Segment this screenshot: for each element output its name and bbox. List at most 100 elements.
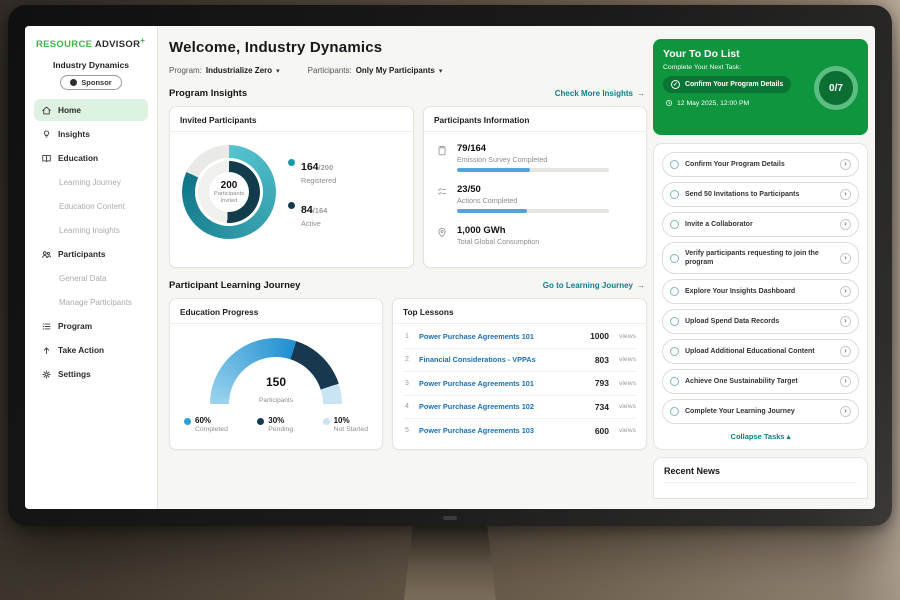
sidebar-item-manage-participants[interactable]: Manage Participants xyxy=(34,291,148,313)
legend-value: 60% xyxy=(195,416,212,425)
lesson-link[interactable]: Financial Considerations - VPPAs xyxy=(419,355,536,365)
task-checkbox[interactable] xyxy=(670,160,679,169)
participants-value: Only My Participants xyxy=(355,66,435,75)
sidebar-item-settings[interactable]: Settings xyxy=(34,363,148,385)
task-checkbox[interactable] xyxy=(670,347,679,357)
sidebar-item-label: General Data xyxy=(59,273,107,283)
sidebar-item-label: Learning Insights xyxy=(59,225,120,235)
legend-dot-registered xyxy=(288,158,295,166)
main-content: Welcome, Industry Dynamics Program: Indu… xyxy=(158,26,653,509)
metric-value: 23/50 xyxy=(457,184,481,195)
sidebar-item-label: Learning Journey xyxy=(59,177,121,187)
task-checkbox[interactable] xyxy=(670,377,679,387)
dashboard-screen: RESOURCE ADVISOR+ Industry Dynamics Spon… xyxy=(25,26,875,509)
go-to-learning-journey-link[interactable]: Go to Learning Journey → xyxy=(543,281,645,290)
collapse-tasks-link[interactable]: Collapse Tasks ▴ xyxy=(662,429,859,446)
todo-task[interactable]: Upload Spend Data Records › xyxy=(662,309,859,335)
todo-task[interactable]: Complete Your Learning Journey › xyxy=(662,399,859,425)
task-checkbox[interactable] xyxy=(670,253,679,263)
task-label: Confirm Your Program Details xyxy=(685,160,785,168)
legend-total: /164 xyxy=(312,205,328,215)
card-title: Education Progress xyxy=(170,299,382,324)
todo-task[interactable]: Explore Your Insights Dashboard › xyxy=(662,279,859,305)
todo-task-list: Confirm Your Program Details › Send 50 I… xyxy=(653,143,868,451)
book-icon xyxy=(41,153,52,164)
invited-participants-card: Invited Participants 200 Participants In… xyxy=(169,106,414,268)
sidebar-item-take-action[interactable]: Take Action xyxy=(34,339,148,361)
lesson-views: 600 xyxy=(594,425,609,436)
sidebar-item-label: Education Content xyxy=(59,201,125,211)
check-more-insights-link[interactable]: Check More Insights → xyxy=(555,89,645,98)
sidebar-item-learning-insights[interactable]: Learning Insights xyxy=(34,219,148,241)
top-lessons-card: Top Lessons 1 Power Purchase Agreements … xyxy=(392,298,647,450)
lesson-link[interactable]: Power Purchase Agreements 103 xyxy=(419,426,534,436)
sidebar-item-education-content[interactable]: Education Content xyxy=(34,195,148,217)
sidebar-item-general-data[interactable]: General Data xyxy=(34,267,148,289)
page-title: Welcome, Industry Dynamics xyxy=(169,39,383,56)
task-checkbox[interactable] xyxy=(670,407,679,417)
recent-news-title: Recent News xyxy=(664,466,857,484)
logo-advisor: ADVISOR xyxy=(94,39,141,51)
metric-value: 1,000 GWh xyxy=(457,225,506,236)
task-checkbox[interactable] xyxy=(670,220,679,229)
todo-task[interactable]: Invite a Collaborator › xyxy=(662,212,859,237)
next-task-chip[interactable]: ✓ Confirm Your Program Details xyxy=(663,76,792,93)
donut-center-label: Participants Invited xyxy=(213,190,245,204)
legend-label: Completed xyxy=(195,426,228,433)
todo-task[interactable]: Upload Additional Educational Content › xyxy=(662,339,859,365)
legend-item-not-started: 10% Not Started xyxy=(322,416,368,433)
card-title: Top Lessons xyxy=(393,299,646,324)
todo-header-card: Your To Do List Complete Your Next Task:… xyxy=(653,39,868,135)
monitor: RESOURCE ADVISOR+ Industry Dynamics Spon… xyxy=(8,5,892,526)
check-icon: ✓ xyxy=(671,80,680,89)
task-checkbox[interactable] xyxy=(670,190,679,199)
sidebar-item-education[interactable]: Education xyxy=(34,147,148,169)
lesson-link[interactable]: Power Purchase Agreements 102 xyxy=(419,402,534,412)
lesson-views: 734 xyxy=(594,401,609,412)
chevron-right-icon: › xyxy=(840,219,851,230)
sidebar-item-participants[interactable]: Participants xyxy=(34,243,148,265)
sponsor-badge[interactable]: Sponsor xyxy=(60,75,122,91)
todo-panel: Your To Do List Complete Your Next Task:… xyxy=(653,26,875,509)
sidebar-item-label: Insights xyxy=(58,129,90,140)
program-insights-header: Program Insights Check More Insights → xyxy=(169,88,647,99)
legend-value: 10% xyxy=(333,416,350,425)
chevron-down-icon: ▾ xyxy=(276,67,280,75)
sidebar-item-home[interactable]: Home xyxy=(34,99,148,122)
metric-global-consumption: 1,000 GWh Total Global Consumption xyxy=(436,225,634,250)
lesson-row: 1 Power Purchase Agreements 101 1000 vie… xyxy=(403,325,636,349)
lesson-views: 1000 xyxy=(590,331,609,342)
next-task-time-label: 12 May 2025, 12:00 PM xyxy=(677,99,750,107)
todo-task[interactable]: Achieve One Sustainability Target › xyxy=(662,369,859,395)
todo-subtitle: Complete Your Next Task: xyxy=(663,64,742,71)
clipboard-icon xyxy=(436,143,448,172)
chevron-right-icon: › xyxy=(840,252,851,264)
legend-value: 164 xyxy=(301,160,319,173)
participants-dropdown[interactable]: Participants: Only My Participants ▾ xyxy=(308,66,443,75)
task-label: Send 50 Invitations to Participants xyxy=(685,190,800,198)
sidebar-item-program[interactable]: Program xyxy=(34,315,148,337)
gauge-legend: 60% Completed 30% Pending xyxy=(182,404,370,433)
task-label: Achieve One Sustainability Target xyxy=(685,378,798,386)
todo-task[interactable]: Verify participants requesting to join t… xyxy=(662,242,859,275)
lesson-link[interactable]: Power Purchase Agreements 101 xyxy=(419,331,534,341)
sidebar-item-insights[interactable]: Insights xyxy=(34,123,148,145)
next-task-label: Confirm Your Program Details xyxy=(685,81,784,88)
sidebar-item-learning-journey[interactable]: Learning Journey xyxy=(34,171,148,193)
legend-item-pending: 30% Pending xyxy=(257,416,293,433)
task-checkbox[interactable] xyxy=(670,287,679,297)
sidebar-nav: Home Insights Education Learning Journey… xyxy=(34,99,148,385)
metric-label: Total Global Consumption xyxy=(457,237,540,246)
location-pin-icon xyxy=(436,225,448,250)
task-checkbox[interactable] xyxy=(670,317,679,327)
todo-task[interactable]: Send 50 Invitations to Participants › xyxy=(662,182,859,207)
chevron-right-icon: › xyxy=(840,406,851,418)
chevron-right-icon: › xyxy=(840,316,851,328)
todo-task[interactable]: Confirm Your Program Details › xyxy=(662,152,859,177)
section-title-learning-journey: Participant Learning Journey xyxy=(169,280,301,291)
insights-cards-row: Invited Participants 200 Participants In… xyxy=(169,106,647,268)
program-dropdown[interactable]: Program: Industrialize Zero ▾ xyxy=(169,66,280,75)
chevron-right-icon: › xyxy=(840,286,851,298)
lesson-link[interactable]: Power Purchase Agreements 101 xyxy=(419,378,534,388)
filters-row: Program: Industrialize Zero ▾ Participan… xyxy=(169,66,647,75)
